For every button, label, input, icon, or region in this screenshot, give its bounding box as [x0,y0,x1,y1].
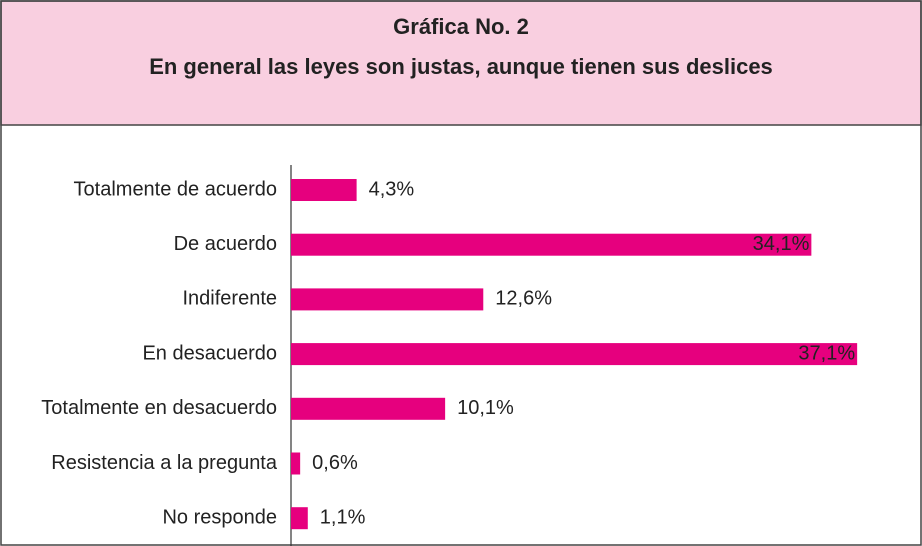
value-label: 34,1% [753,233,810,255]
value-label: 0,6% [312,452,358,474]
value-label: 12,6% [495,288,552,310]
bar [291,233,812,256]
chart-title: Gráfica No. 2 [393,14,529,39]
bar [291,507,308,530]
category-label: Totalmente de acuerdo [74,178,277,200]
header-box [0,0,922,126]
value-label: 1,1% [320,506,366,528]
bar [291,452,301,475]
bar [291,288,484,311]
bar [291,397,446,420]
category-label: De acuerdo [174,233,277,255]
bar [291,179,357,201]
category-label: Resistencia a la pregunta [51,452,278,474]
value-label: 37,1% [798,342,855,364]
category-label: Totalmente en desacuerdo [41,397,277,419]
bar [291,343,858,366]
category-label: En desacuerdo [142,342,277,364]
category-label: No responde [162,506,277,528]
category-label: Indiferente [182,288,277,310]
chart-subtitle: En general las leyes son justas, aunque … [149,54,773,79]
value-label: 10,1% [457,397,514,419]
value-label: 4,3% [369,178,415,200]
